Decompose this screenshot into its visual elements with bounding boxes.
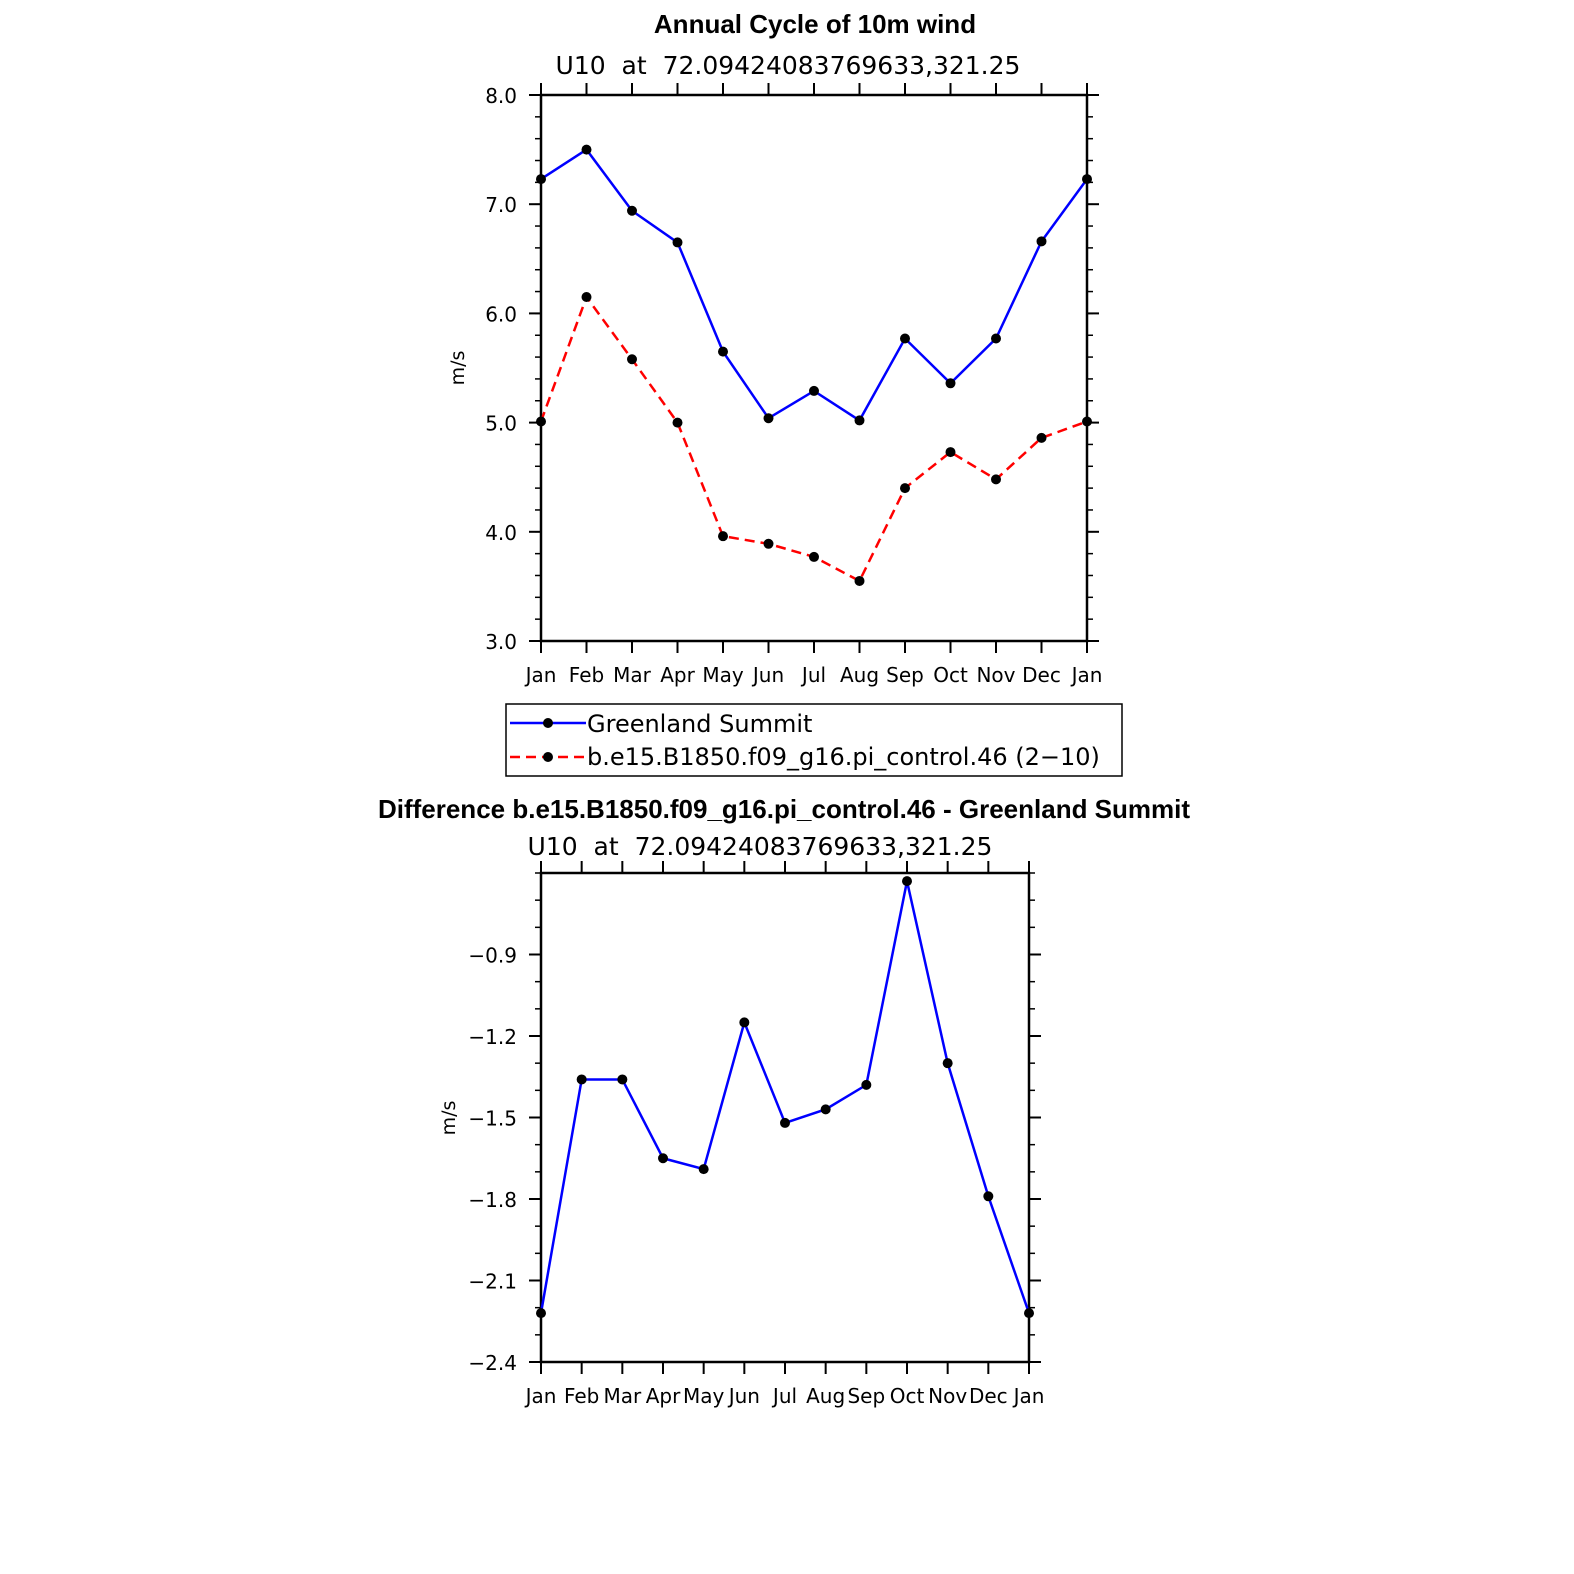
x-tick-label: Apr	[646, 1384, 681, 1408]
y-tick-label: −2.1	[468, 1270, 517, 1294]
data-point	[809, 385, 819, 396]
legend-label-greenland-summit: Greenland Summit	[587, 710, 812, 738]
data-point	[809, 551, 819, 562]
x-tick-label: Apr	[660, 663, 695, 687]
data-point	[945, 378, 956, 389]
data-point	[780, 1117, 790, 1128]
data-point	[581, 144, 592, 155]
data-point	[718, 346, 728, 357]
data-point	[945, 447, 956, 458]
data-point	[820, 1104, 831, 1115]
data-point	[991, 474, 1001, 485]
x-tick-label: Sep	[847, 1384, 885, 1408]
series-line-1	[539, 294, 1088, 583]
y-tick-label: 4.0	[485, 521, 517, 545]
x-tick-label: Dec	[1022, 663, 1061, 687]
x-tick-label: Jan	[524, 1384, 557, 1408]
data-point	[1036, 236, 1047, 247]
y-tick-label: 5.0	[485, 412, 517, 436]
data-point	[1082, 174, 1092, 185]
x-tick-label: Oct	[890, 1384, 925, 1408]
y-tick-label: −1.2	[468, 1025, 517, 1049]
data-point	[536, 416, 546, 427]
data-point	[658, 1153, 668, 1164]
data-point	[672, 237, 683, 248]
y-tick-label: −2.4	[468, 1351, 517, 1375]
data-point	[991, 333, 1001, 344]
x-tick-label: Feb	[564, 1384, 599, 1408]
y-tick-label: 8.0	[485, 84, 517, 108]
data-point	[763, 538, 774, 549]
data-point	[627, 205, 637, 216]
x-tick-label: Jun	[727, 1384, 760, 1408]
data-point	[698, 1164, 709, 1175]
x-tick-label: May	[702, 663, 744, 687]
difference-chart: Difference b.e15.B1850.f09_g16.pi_contro…	[378, 794, 1190, 1408]
data-point	[902, 876, 912, 887]
data-point	[1082, 416, 1092, 427]
x-tick-label: Nov	[928, 1384, 967, 1408]
data-point	[861, 1079, 872, 1090]
series-line-0	[540, 147, 1089, 423]
chart2-title: Difference b.e15.B1850.f09_g16.pi_contro…	[378, 794, 1190, 824]
data-point	[942, 1058, 953, 1069]
y-tick-label: 6.0	[485, 302, 517, 326]
chart2-subtitle: U10 at 72.09424083769633,321.25	[528, 832, 993, 861]
chart1-ylabel: m/s	[447, 351, 469, 386]
x-tick-label: Nov	[976, 663, 1015, 687]
x-tick-label: Sep	[886, 663, 924, 687]
chart1-plot-area: Jan Feb Mar Apr May Jun Jul Aug Sep Oct Nov Dec Jan 3…	[485, 83, 1102, 687]
x-tick-label: Feb	[569, 663, 604, 687]
data-point	[983, 1191, 994, 1202]
data-point	[854, 415, 865, 426]
chart1-title: Annual Cycle of 10m wind	[654, 9, 976, 39]
chart2-plot-area: Jan Feb Mar Apr May Jun Jul Aug Sep Oct Nov Dec Jan−…	[468, 861, 1044, 1408]
x-tick-label: Jul	[771, 1384, 797, 1408]
legend-box	[505, 703, 1123, 777]
legend-marker-pi-control	[543, 752, 553, 762]
y-tick-label: 7.0	[485, 193, 517, 217]
data-point	[1036, 432, 1047, 443]
data-point	[854, 575, 865, 586]
data-point	[672, 417, 683, 428]
chart1-legend: Greenland Summit b.e15.B1850.f09_g16.pi_…	[505, 703, 1123, 777]
x-tick-label: Oct	[933, 663, 968, 687]
data-point	[536, 1308, 546, 1319]
y-tick-label: −1.5	[468, 1107, 517, 1131]
x-tick-label: Jan	[524, 663, 557, 687]
y-tick-label: −1.8	[468, 1188, 517, 1212]
annual-cycle-chart: Annual Cycle of 10m wind U10 at 72.09424…	[447, 9, 1123, 777]
data-point	[1024, 1308, 1034, 1319]
x-tick-label: Jul	[800, 663, 826, 687]
y-tick-label: 3.0	[485, 630, 517, 654]
x-tick-label: Mar	[603, 1384, 642, 1408]
x-tick-label: Aug	[806, 1384, 845, 1408]
data-point	[581, 292, 592, 303]
chart2-ylabel: m/s	[438, 1101, 460, 1136]
data-point	[536, 174, 546, 185]
data-point	[576, 1074, 587, 1085]
x-tick-label: Jan	[1012, 1384, 1045, 1408]
data-point	[900, 483, 910, 494]
x-tick-label: May	[683, 1384, 725, 1408]
data-point	[627, 354, 637, 365]
x-tick-label: Jun	[751, 663, 784, 687]
x-tick-label: Mar	[613, 663, 652, 687]
legend-label-pi-control: b.e15.B1850.f09_g16.pi_control.46 (2−10)	[587, 743, 1100, 771]
data-point	[763, 413, 774, 424]
x-tick-label: Jan	[1070, 663, 1103, 687]
data-point	[739, 1017, 750, 1028]
x-tick-label: Dec	[969, 1384, 1008, 1408]
data-point	[718, 531, 728, 542]
chart1-subtitle: U10 at 72.09424083769633,321.25	[556, 51, 1021, 80]
series-line-0	[539, 880, 1031, 1314]
legend-marker-greenland-summit	[543, 718, 553, 728]
y-tick-label: −0.9	[468, 944, 517, 968]
chart2-frame	[539, 871, 1031, 1364]
data-point	[617, 1074, 628, 1085]
data-point	[900, 333, 910, 344]
x-tick-label: Aug	[840, 663, 879, 687]
